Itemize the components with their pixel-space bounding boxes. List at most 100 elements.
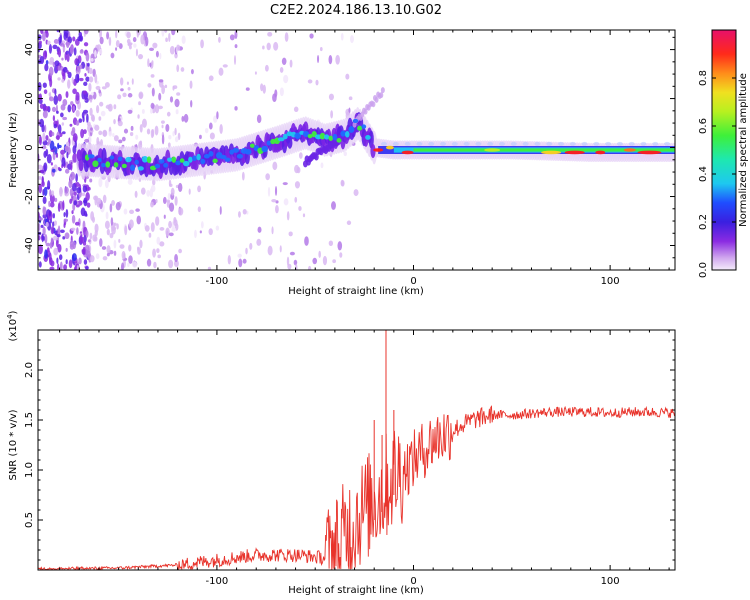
noise-speck	[59, 34, 62, 44]
noise-speck	[341, 180, 345, 187]
noise-speck	[174, 98, 180, 108]
ridge-blob	[167, 157, 173, 162]
noise-speck	[109, 203, 113, 213]
band-edge	[534, 141, 541, 146]
noise-speck	[82, 90, 87, 95]
noise-speck	[181, 35, 186, 44]
noise-speck	[83, 259, 88, 265]
noise-speck	[85, 230, 89, 238]
noise-speck	[75, 204, 80, 208]
noise-speck	[234, 106, 238, 111]
ridge-blob	[224, 157, 231, 162]
noise-speck	[136, 32, 139, 38]
noise-speck	[106, 31, 110, 40]
noise-speck	[43, 89, 48, 95]
noise-speck	[95, 85, 101, 90]
ridge-blob	[244, 149, 252, 155]
ridge-blob	[220, 155, 227, 160]
noise-speck	[123, 208, 128, 215]
noise-speck	[43, 186, 48, 197]
ridge-blob	[319, 132, 326, 140]
noise-speck	[83, 81, 88, 87]
noise-speck	[298, 206, 302, 211]
noise-speck	[154, 104, 160, 114]
noise-speck	[208, 75, 214, 81]
noise-speck	[41, 176, 44, 186]
ridge-blob	[188, 156, 193, 163]
noise-speck	[169, 45, 175, 55]
noise-speck	[104, 220, 110, 230]
noise-speck	[38, 93, 43, 102]
noise-speck	[138, 53, 144, 60]
spectrogram-panel: -100 0 100 -40 -20 0 20 40 Height of straight l…	[8, 29, 676, 297]
noise-speck	[51, 132, 55, 137]
noise-speck	[271, 226, 274, 235]
noise-speck	[72, 36, 76, 42]
noise-speck	[74, 221, 80, 226]
noise-speck	[238, 211, 241, 218]
noise-speck	[90, 127, 93, 131]
noise-speck	[98, 89, 101, 94]
noise-speck	[319, 47, 323, 52]
noise-speck	[49, 194, 55, 204]
noise-speck	[171, 30, 176, 36]
noise-speck	[54, 220, 57, 226]
band-edge	[664, 141, 671, 146]
noise-speck	[54, 60, 60, 67]
noise-speck	[94, 50, 97, 58]
band-edge	[546, 141, 553, 146]
noise-speck	[275, 204, 279, 214]
colorbar-label: Normalized spectral amplitude	[738, 73, 749, 227]
noise-speck	[42, 31, 46, 42]
band-hotspot	[623, 148, 636, 152]
noise-speck	[176, 44, 181, 51]
noise-speck	[45, 242, 51, 247]
ridge-blob	[249, 143, 255, 148]
ridge-blob	[357, 125, 363, 131]
noise-speck	[175, 109, 179, 115]
noise-speck	[113, 239, 117, 249]
noise-speck	[237, 253, 242, 258]
noise-speck	[89, 232, 93, 240]
noise-speck	[94, 195, 98, 206]
noise-speck	[48, 60, 54, 65]
noise-speck	[279, 87, 284, 97]
x-tick-label: -100	[206, 276, 229, 287]
noise-speck	[56, 30, 60, 33]
noise-speck	[61, 157, 66, 167]
noise-speck	[38, 244, 43, 255]
noise-speck	[39, 103, 44, 109]
noise-speck	[63, 47, 66, 52]
noise-speck	[115, 30, 118, 39]
colorbar-frame	[711, 29, 737, 271]
noise-speck	[42, 188, 45, 196]
band-edge	[616, 141, 623, 146]
band-edge	[510, 141, 517, 146]
noise-speck	[47, 138, 52, 145]
figure-title: C2E2.2024.186.13.10.G02	[270, 3, 442, 18]
branch-core	[313, 153, 319, 161]
x-tick-label: -100	[206, 576, 229, 587]
noise-speck	[146, 128, 151, 135]
noise-speck	[94, 230, 98, 237]
noise-speck	[207, 266, 212, 270]
noise-speck	[57, 93, 62, 102]
ridge-blob	[125, 156, 132, 163]
ridge-blob	[203, 154, 210, 159]
ridge-blob	[121, 163, 127, 169]
noise-speck	[60, 104, 66, 111]
noise-speck	[136, 246, 140, 251]
colorbar-tick-label: 0.4	[698, 166, 709, 182]
noise-speck	[86, 202, 91, 208]
noise-speck	[82, 246, 86, 255]
noise-speck	[107, 103, 113, 112]
noise-speck	[57, 66, 61, 71]
ridge-blob	[109, 155, 115, 160]
noise-speck	[112, 132, 115, 138]
noise-speck	[150, 222, 155, 233]
snr-ticks: -100 0 100 0.5 1.0 1.5 2.0	[24, 330, 675, 587]
noise-speck	[147, 58, 150, 68]
noise-speck	[176, 64, 180, 73]
noise-speck	[61, 131, 66, 135]
noise-speck	[165, 37, 168, 43]
